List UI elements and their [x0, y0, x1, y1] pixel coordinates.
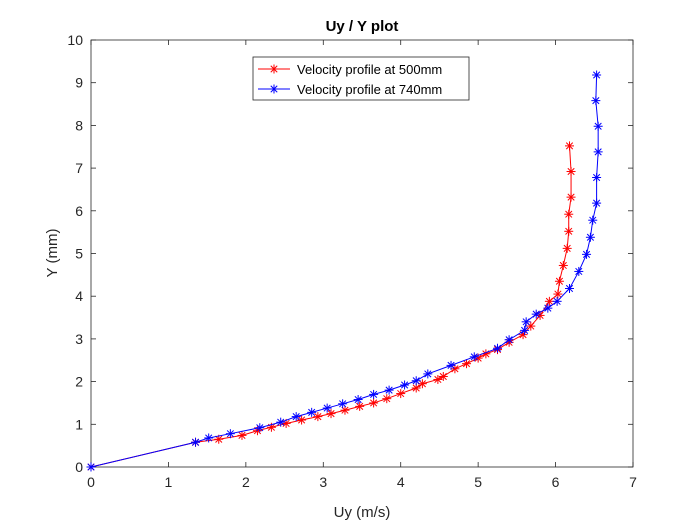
data-point-740mm — [574, 266, 584, 276]
legend-label-500mm: Velocity profile at 500mm — [297, 62, 442, 77]
legend-box — [252, 56, 470, 101]
plot-area — [90, 39, 634, 468]
data-point-740mm — [591, 96, 601, 106]
legend-asterisk-500mm — [269, 64, 279, 74]
data-point-740mm — [592, 198, 602, 208]
data-point-740mm — [291, 412, 301, 422]
data-point-740mm — [592, 70, 602, 80]
y-tick-label: 9 — [75, 75, 83, 91]
legend-asterisk-740mm — [269, 84, 279, 94]
y-tick-label: 7 — [75, 160, 83, 176]
y-axis-title: Y (mm) — [44, 229, 61, 278]
data-point-740mm — [86, 462, 96, 472]
x-tick-label: 0 — [87, 474, 95, 490]
y-tick-label: 3 — [75, 331, 83, 347]
data-point-740mm — [585, 232, 595, 242]
data-point-740mm — [552, 296, 562, 306]
x-tick-label: 4 — [397, 474, 405, 490]
data-point-500mm — [382, 394, 392, 404]
data-point-500mm — [355, 401, 365, 411]
y-tick-label: 0 — [75, 459, 83, 475]
data-point-740mm — [255, 423, 265, 433]
data-point-740mm — [384, 385, 394, 395]
chart-title: Uy / Y plot — [326, 18, 399, 35]
data-point-500mm — [544, 296, 554, 306]
y-tick-label: 2 — [75, 374, 83, 390]
data-point-500mm — [438, 371, 448, 381]
data-point-740mm — [191, 437, 201, 447]
data-point-740mm — [592, 172, 602, 182]
legend: Velocity profile at 500mm Velocity profi… — [252, 56, 470, 101]
data-point-740mm — [411, 376, 421, 386]
data-point-740mm — [520, 325, 530, 335]
x-tick-label: 7 — [629, 474, 637, 490]
x-tick-label: 3 — [319, 474, 327, 490]
data-point-740mm — [276, 417, 286, 427]
data-point-500mm — [565, 141, 575, 151]
data-point-740mm — [582, 249, 592, 259]
data-point-740mm — [400, 380, 410, 390]
legend-label-740mm: Velocity profile at 740mm — [297, 82, 442, 97]
data-point-740mm — [543, 303, 553, 313]
data-point-500mm — [564, 226, 574, 236]
data-point-740mm — [322, 403, 332, 413]
data-point-500mm — [326, 409, 336, 419]
data-point-740mm — [446, 360, 456, 370]
data-point-740mm — [469, 352, 479, 362]
legend-entry-740mm: Velocity profile at 740mm — [258, 82, 442, 97]
x-tick-label: 2 — [242, 474, 250, 490]
data-point-500mm — [553, 289, 563, 299]
x-axis-title: Uy (m/s) — [334, 504, 391, 521]
data-point-740mm — [338, 399, 348, 409]
data-point-500mm — [566, 167, 576, 177]
data-point-500mm — [554, 276, 564, 286]
y-tick-label: 8 — [75, 117, 83, 133]
x-tick-label: 6 — [552, 474, 560, 490]
data-point-500mm — [562, 243, 572, 253]
data-point-500mm — [313, 412, 323, 422]
data-point-500mm — [369, 398, 379, 408]
data-point-740mm — [353, 395, 363, 405]
data-point-740mm — [423, 369, 433, 379]
data-point-740mm — [531, 309, 541, 319]
data-point-500mm — [566, 192, 576, 202]
data-point-500mm — [340, 405, 350, 415]
data-point-500mm — [396, 389, 406, 399]
x-tick-label: 1 — [165, 474, 173, 490]
y-tick-label: 5 — [75, 246, 83, 262]
data-point-740mm — [565, 284, 575, 294]
data-point-500mm — [462, 359, 472, 369]
data-point-500mm — [237, 430, 247, 440]
data-point-500mm — [297, 415, 307, 425]
series-line-740mm — [90, 74, 599, 468]
axis-ticks: 0 1 2 3 4 5 6 7 0 1 2 3 4 5 6 7 8 9 10 — [67, 32, 637, 490]
data-series — [86, 70, 603, 472]
legend-marker-740mm — [269, 84, 279, 94]
data-point-740mm — [504, 335, 514, 345]
data-point-740mm — [204, 433, 214, 443]
data-point-740mm — [307, 407, 317, 417]
data-point-740mm — [593, 147, 603, 157]
data-point-500mm — [564, 209, 574, 219]
y-tick-label: 4 — [75, 288, 83, 304]
data-point-740mm — [493, 343, 502, 353]
y-tick-label: 6 — [75, 203, 83, 219]
x-tick-label: 5 — [474, 474, 482, 490]
data-point-740mm — [593, 121, 603, 131]
data-point-740mm — [588, 215, 598, 225]
y-tick-label: 1 — [75, 416, 83, 432]
series-line-500mm — [90, 145, 572, 468]
legend-entry-500mm: Velocity profile at 500mm — [258, 62, 442, 77]
data-point-740mm — [369, 389, 379, 399]
data-point-500mm — [558, 260, 568, 270]
data-point-740mm — [521, 317, 531, 327]
data-point-740mm — [225, 429, 235, 439]
legend-marker-500mm — [269, 64, 279, 74]
y-tick-label: 10 — [67, 32, 83, 48]
